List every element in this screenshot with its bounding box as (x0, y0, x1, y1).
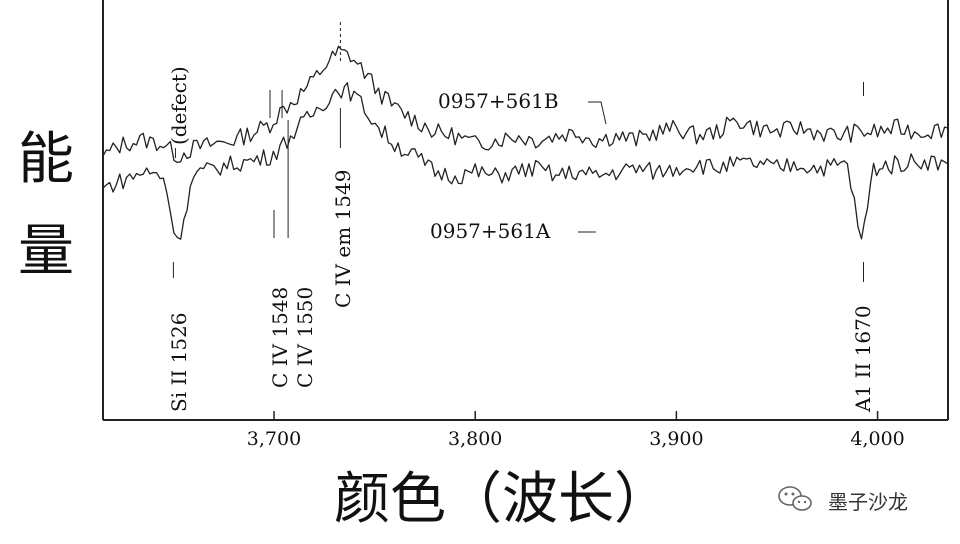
series-line-b (102, 45, 949, 164)
series-label: 0957+561B (438, 89, 559, 113)
watermark-text: 墨子沙龙 (828, 490, 908, 514)
line-annotation: (defect) (167, 66, 191, 145)
y-axis-title-2: 量 (18, 219, 74, 284)
line-annotation: Si II 1526 (167, 312, 191, 412)
x-ticks: 3,700 3,800 3,900 4,000 (247, 411, 905, 450)
plot-axes (102, 0, 949, 421)
line-annotation: C IV 1548 (268, 287, 292, 388)
x-tick-label: 3,800 (448, 428, 502, 450)
wechat-icon (778, 486, 812, 511)
series-leader-line (588, 101, 607, 125)
series-layer: 0957+561B 0957+561A (102, 45, 949, 243)
x-axis-title: 颜色（波长） (334, 467, 670, 532)
x-tick-label: 3,900 (649, 428, 703, 450)
line-annotation: C IV 1550 (293, 287, 317, 388)
x-tick-label: 4,000 (850, 428, 904, 450)
x-tick-label: 3,700 (247, 428, 301, 450)
line-annotation: A1 II 1670 (851, 305, 875, 413)
annotation-layer: Si II 1526 C IV 1548 C IV 1550 C IV em 1549… (167, 22, 875, 413)
series-line-a (102, 82, 949, 240)
series-label: 0957+561A (430, 219, 551, 243)
watermark: 墨子沙龙 (778, 486, 908, 514)
line-annotation: C IV em 1549 (331, 170, 355, 308)
y-axis-title-1: 能 (18, 127, 74, 192)
